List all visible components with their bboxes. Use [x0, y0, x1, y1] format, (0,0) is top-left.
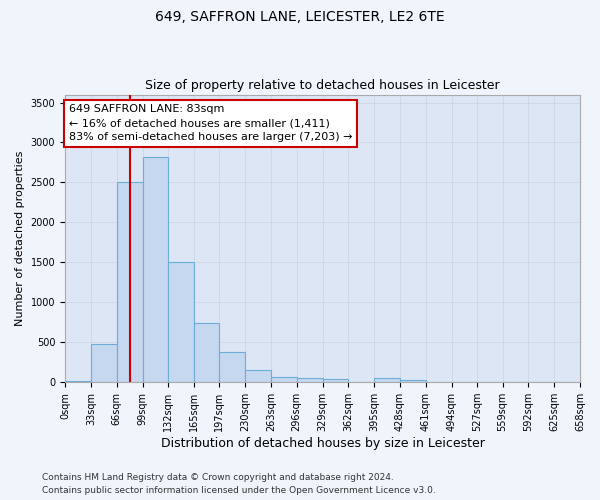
Bar — [65, 380, 91, 382]
Title: Size of property relative to detached houses in Leicester: Size of property relative to detached ho… — [145, 79, 500, 92]
Bar — [296, 378, 323, 382]
Bar — [400, 380, 426, 382]
Bar — [169, 262, 194, 382]
Bar — [91, 344, 116, 382]
Y-axis label: Number of detached properties: Number of detached properties — [15, 150, 25, 326]
Bar — [374, 378, 400, 382]
Bar — [245, 370, 271, 382]
Bar — [271, 376, 296, 382]
Text: 649 SAFFRON LANE: 83sqm
← 16% of detached houses are smaller (1,411)
83% of semi: 649 SAFFRON LANE: 83sqm ← 16% of detache… — [69, 104, 352, 142]
Text: Contains HM Land Registry data © Crown copyright and database right 2024.
Contai: Contains HM Land Registry data © Crown c… — [42, 474, 436, 495]
Bar — [219, 352, 245, 382]
Bar — [143, 157, 169, 382]
Bar — [323, 378, 349, 382]
Bar — [194, 323, 219, 382]
Bar — [116, 182, 143, 382]
X-axis label: Distribution of detached houses by size in Leicester: Distribution of detached houses by size … — [161, 437, 484, 450]
Text: 649, SAFFRON LANE, LEICESTER, LE2 6TE: 649, SAFFRON LANE, LEICESTER, LE2 6TE — [155, 10, 445, 24]
